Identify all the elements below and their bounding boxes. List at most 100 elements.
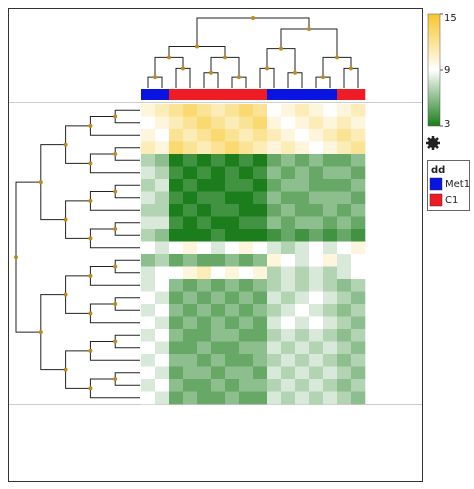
heatmap-cell (281, 141, 296, 155)
heatmap-cell (183, 204, 198, 217)
heatmap-cell (141, 129, 156, 142)
heatmap-cell (351, 179, 366, 192)
heatmap-cell (267, 204, 282, 217)
column-group-bar (337, 89, 352, 100)
heatmap-cell (141, 241, 156, 255)
heatmap-cell (211, 304, 226, 317)
heatmap-cell (197, 316, 212, 330)
dendrogram-node (63, 292, 68, 297)
heatmap-cell (183, 129, 198, 142)
heatmap-cell (323, 266, 338, 280)
heatmap-cell (183, 166, 198, 180)
heatmap-cell (211, 354, 226, 367)
heatmap-cell (281, 241, 296, 255)
heatmap-cell (141, 329, 156, 342)
legend-title: dd (431, 165, 445, 176)
heatmap-cell (295, 104, 310, 117)
heatmap-cell (337, 216, 352, 230)
heatmap-cell (253, 141, 268, 155)
heatmap-cell (155, 291, 170, 305)
column-group-bar (197, 89, 212, 100)
heatmap-cell (197, 354, 212, 367)
heatmap-cell (169, 204, 184, 217)
heatmap-cell (309, 191, 324, 205)
heatmap-cell (239, 166, 254, 180)
column-group-bar (295, 89, 310, 100)
heatmap-cell (351, 341, 366, 355)
heatmap-cell (281, 129, 296, 142)
heatmap-cell (351, 354, 366, 367)
heatmap-cell (225, 304, 240, 317)
heatmap-cell (309, 104, 324, 117)
heatmap-cell (141, 116, 156, 130)
heatmap-cell (267, 304, 282, 317)
heatmap-cell (239, 279, 254, 292)
heatmap-cell (281, 304, 296, 317)
heatmap-cell (267, 191, 282, 205)
heatmap-cell (155, 391, 170, 405)
heatmap-cell (267, 366, 282, 380)
heatmap-cell (211, 266, 226, 280)
dendrogram-node (209, 70, 213, 75)
heatmap-cell (239, 329, 254, 342)
heatmap-cell (141, 204, 156, 217)
heatmap-cell (155, 366, 170, 380)
colorbar (427, 13, 441, 127)
heatmap-cell (169, 366, 184, 380)
heatmap-cell (337, 116, 352, 130)
heatmap-cell (309, 179, 324, 192)
heatmap-cell (267, 341, 282, 355)
heatmap-cell (253, 229, 268, 242)
dendrogram-node (113, 377, 118, 381)
heatmap-cell (197, 304, 212, 317)
heatmap-cell (253, 391, 268, 405)
gear-teeth[interactable] (426, 136, 440, 150)
heatmap-cell (337, 229, 352, 242)
column-group-bar (183, 89, 198, 100)
heatmap-cell (183, 116, 198, 130)
heatmap-cell (281, 179, 296, 192)
column-group-bar (141, 89, 156, 100)
heatmap-cell (211, 366, 226, 380)
heatmap-cell (155, 254, 170, 267)
heatmap-cell (141, 341, 156, 355)
heatmap-cell (267, 391, 282, 405)
heatmap-cell (323, 241, 338, 255)
heatmap-cell (351, 304, 366, 317)
heatmap-cell (337, 329, 352, 342)
heatmap-cell (239, 366, 254, 380)
column-group-bar (267, 89, 282, 100)
heatmap-cell (337, 254, 352, 267)
heatmap-cell (309, 279, 324, 292)
heatmap-cell (323, 191, 338, 205)
heatmap-cell (323, 104, 338, 117)
heatmap-cell (169, 254, 184, 267)
dendrogram-node (113, 302, 118, 306)
heatmap-cell (169, 316, 184, 330)
heatmap-cell (253, 304, 268, 317)
heatmap-cell (253, 241, 268, 255)
dendrogram-node (321, 75, 325, 80)
heatmap-cell (225, 241, 240, 255)
dendrogram-node (113, 189, 118, 194)
heatmap-cell (141, 179, 156, 192)
settings-icon[interactable] (426, 136, 440, 150)
heatmap-cell (253, 291, 268, 305)
heatmap-cell (211, 104, 226, 117)
heatmap-cell (225, 279, 240, 292)
heatmap-cell (267, 229, 282, 242)
heatmap-cell (211, 329, 226, 342)
heatmap-cell (169, 154, 184, 167)
heatmap-cell (309, 379, 324, 392)
heatmap-cell (267, 129, 282, 142)
heatmap-cell (295, 241, 310, 255)
heatmap-cell (351, 129, 366, 142)
heatmap-cell (141, 291, 156, 305)
heatmap-cell (295, 254, 310, 267)
heatmap-cell (239, 129, 254, 142)
heatmap-cell (169, 129, 184, 142)
dendrogram-node (113, 152, 118, 156)
column-group-bar (155, 89, 170, 100)
heatmap-cell (309, 354, 324, 367)
